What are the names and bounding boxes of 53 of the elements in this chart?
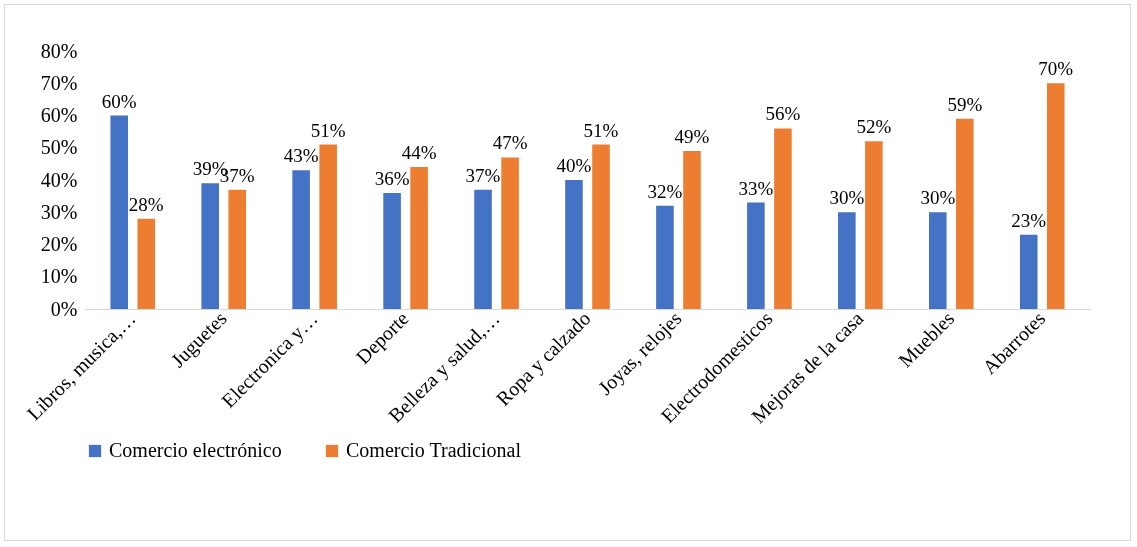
data-label: 44% (401, 142, 437, 164)
data-label: 52% (856, 116, 892, 138)
bar (774, 128, 792, 309)
data-label: 36% (374, 167, 410, 189)
data-label: 51% (583, 119, 619, 141)
bar (683, 150, 701, 309)
legend-label: Comercio electrónico (109, 439, 282, 461)
bar (137, 218, 156, 309)
bar (474, 189, 492, 309)
data-label: 47% (492, 132, 528, 154)
bar (928, 212, 947, 309)
bar (592, 144, 610, 309)
bar (956, 118, 974, 309)
y-tick-label: 30% (40, 200, 78, 223)
data-label: 60% (101, 90, 137, 112)
data-label: 30% (920, 187, 956, 209)
data-label: 56% (765, 103, 801, 125)
y-tick-label: 40% (40, 168, 78, 191)
data-label: 49% (674, 125, 710, 147)
bar (383, 192, 401, 309)
data-label: 43% (283, 145, 319, 167)
y-tick-label: 20% (40, 233, 78, 255)
bar (292, 170, 310, 309)
bar (747, 202, 765, 309)
data-label: 30% (829, 187, 865, 209)
data-label: 23% (1011, 209, 1047, 231)
bar (1046, 83, 1065, 309)
bar (865, 141, 883, 309)
data-label: 33% (738, 177, 774, 199)
bar (565, 180, 583, 309)
bar (1019, 234, 1038, 309)
bar (228, 189, 247, 309)
data-label: 37% (465, 164, 501, 186)
y-tick-label: 50% (40, 136, 78, 159)
bar (410, 167, 428, 309)
y-tick-label: 80% (40, 39, 78, 62)
data-label: 51% (310, 119, 346, 141)
bar (110, 115, 129, 309)
y-tick-label: 60% (40, 104, 78, 126)
data-label: 40% (556, 155, 592, 176)
bar (501, 157, 519, 309)
data-label: 32% (647, 180, 683, 202)
data-label: 70% (1038, 58, 1074, 80)
y-tick-label: 10% (40, 265, 78, 288)
data-label: 59% (947, 93, 983, 115)
bar (838, 212, 856, 309)
y-tick-label: 70% (40, 71, 78, 94)
legend-label: Comercio Tradicional (346, 439, 522, 461)
bar (656, 205, 674, 309)
y-tick-label: 0% (50, 297, 78, 320)
bar (201, 183, 219, 309)
data-label: 28% (128, 193, 164, 215)
bar (319, 144, 337, 309)
